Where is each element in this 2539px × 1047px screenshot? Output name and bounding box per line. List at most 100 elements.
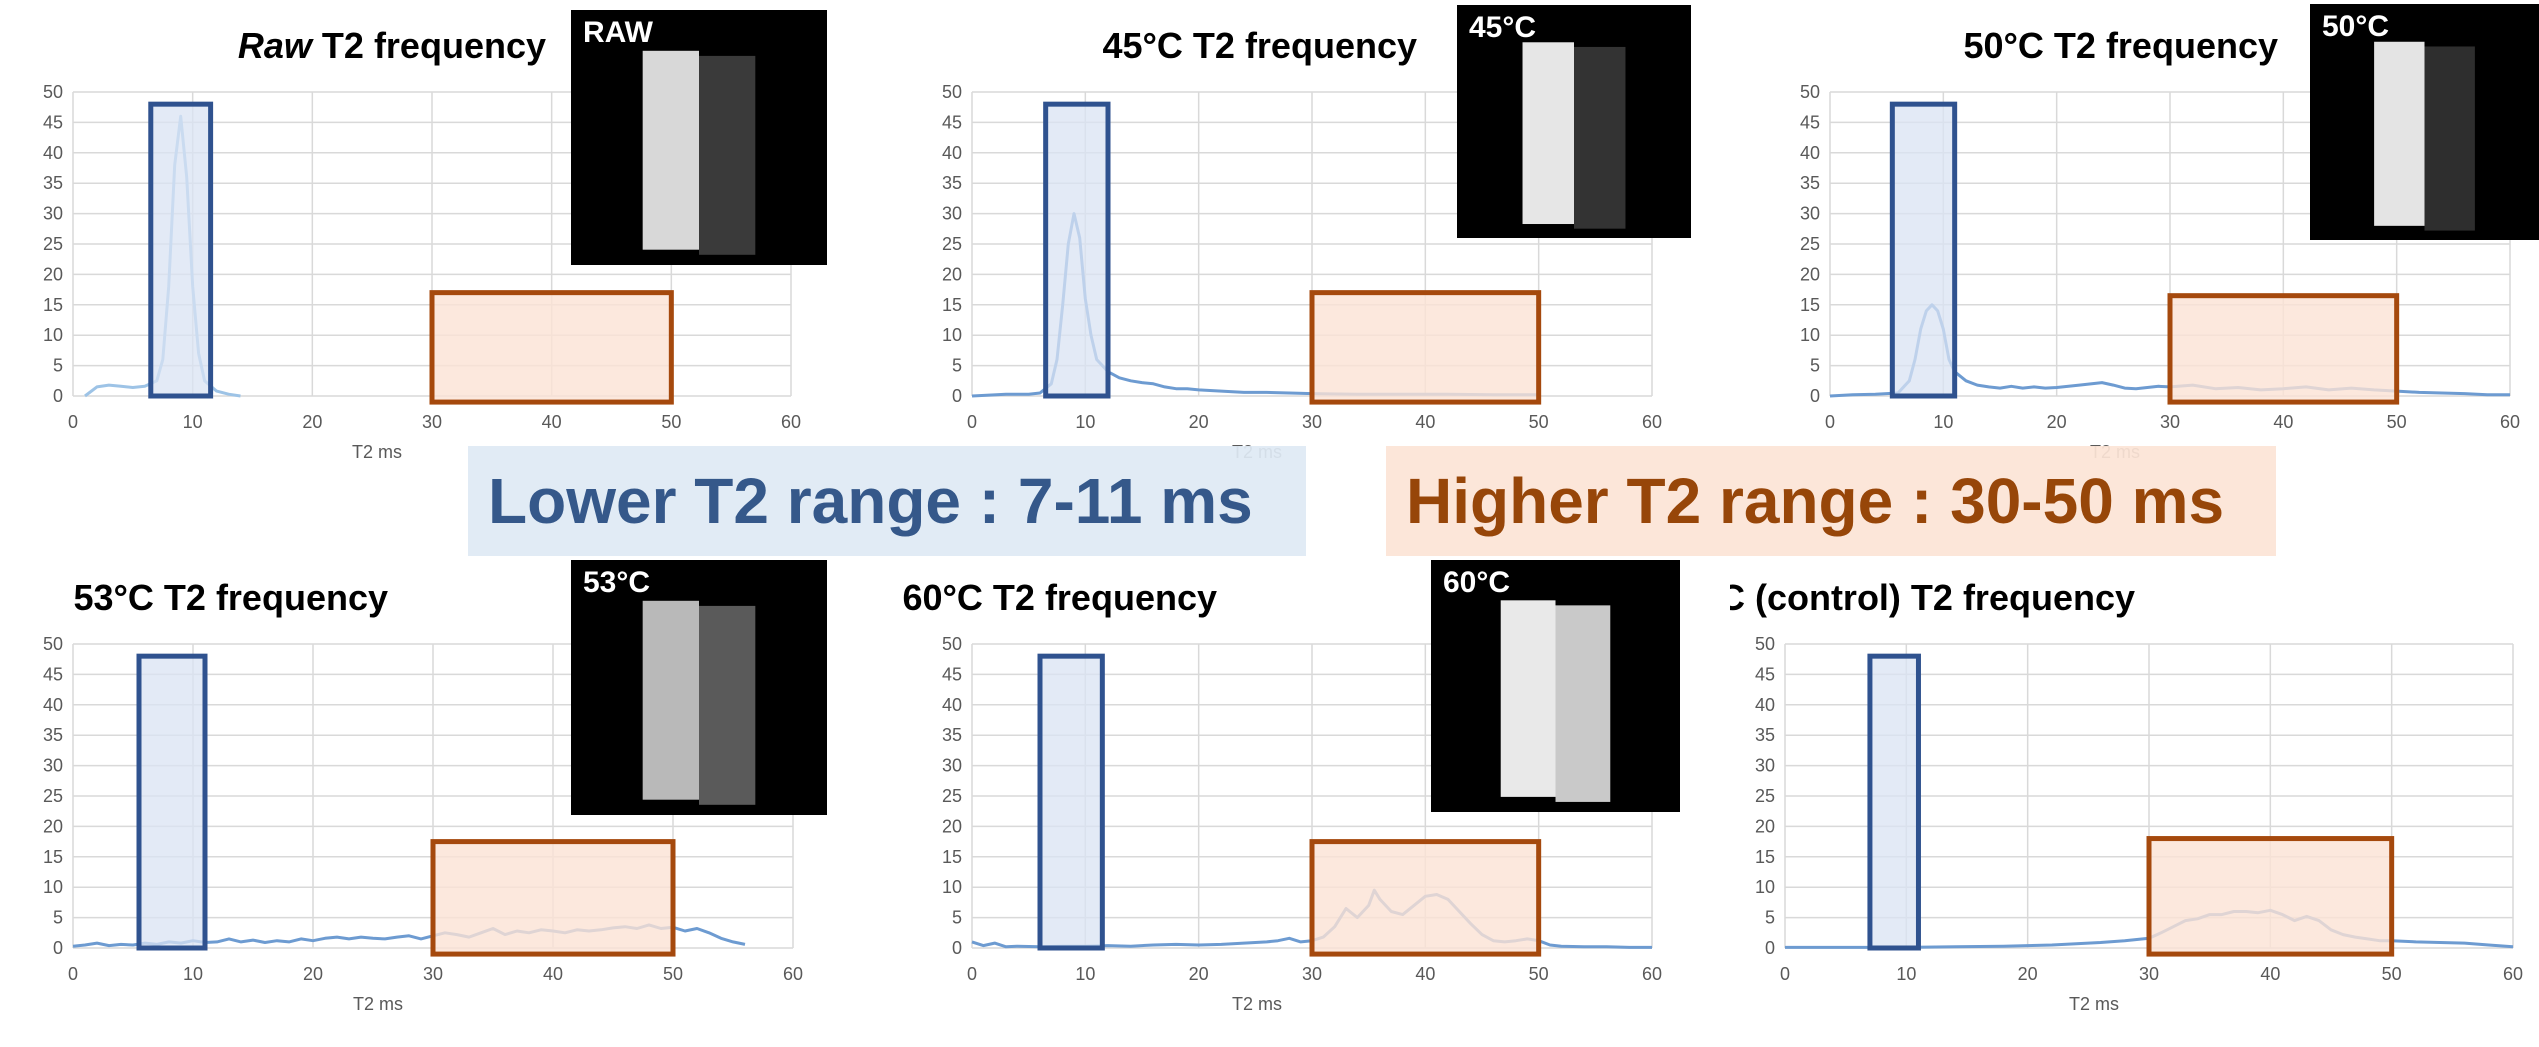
y-tick-label: 50: [942, 82, 962, 102]
y-tick-label: 40: [942, 695, 962, 715]
y-tick-label: 20: [43, 816, 63, 836]
x-tick-label: 20: [2047, 412, 2067, 432]
x-tick-label: 20: [1189, 964, 1209, 984]
mri-tissue-picture: [642, 600, 756, 805]
chart-title: 70°C (control) T2 frequency: [1730, 577, 2135, 618]
x-tick-label: 30: [423, 964, 443, 984]
lower-range-label: Lower T2 range : 7-11 ms: [488, 465, 1253, 537]
x-tick-label: 20: [2018, 964, 2038, 984]
lower-range-banner: Lower T2 range : 7-11 ms: [468, 446, 1306, 556]
y-tick-label: 40: [942, 143, 962, 163]
x-axis-label: T2 ms: [352, 442, 402, 462]
y-tick-label: 25: [43, 234, 63, 254]
x-tick-label: 60: [1642, 964, 1662, 984]
y-tick-label: 35: [1800, 173, 1820, 193]
y-tick-label: 50: [1755, 634, 1775, 654]
x-tick-label: 60: [2503, 964, 2523, 984]
x-tick-label: 40: [1415, 412, 1435, 432]
y-tick-label: 15: [43, 847, 63, 867]
x-tick-label: 0: [68, 964, 78, 984]
y-tick-label: 10: [942, 325, 962, 345]
y-tick-label: 50: [1800, 82, 1820, 102]
mri-tissue-picture: [1500, 600, 1611, 802]
chart-panel: 0 5 10 15 20 25 30 35 40 45 50 0 10 20 30 40 50 60 T2 ms 60…: [872, 560, 1680, 1047]
chart-title: 60°C T2 frequency: [902, 577, 1217, 618]
y-tick-label: 40: [1755, 695, 1775, 715]
y-tick-label: 30: [43, 204, 63, 224]
y-tick-label: 30: [942, 204, 962, 224]
y-tick-label: 35: [43, 725, 63, 745]
x-tick-label: 50: [1529, 412, 1549, 432]
x-tick-label: 50: [663, 964, 683, 984]
x-tick-label: 10: [183, 964, 203, 984]
y-tick-label: 10: [1755, 877, 1775, 897]
mri-inset-image: 60°C: [1431, 560, 1680, 812]
y-tick-label: 5: [53, 356, 63, 376]
y-tick-label: 10: [43, 877, 63, 897]
y-tick-label: 25: [942, 786, 962, 806]
y-tick-label: 15: [942, 295, 962, 315]
mri-tissue-picture: [2374, 41, 2475, 231]
y-tick-label: 35: [942, 725, 962, 745]
y-tick-label: 25: [1755, 786, 1775, 806]
y-tick-label: 35: [942, 173, 962, 193]
x-tick-label: 10: [1896, 964, 1916, 984]
chart-panel: 0 5 10 15 20 25 30 35 40 45 50 0 10 20 30 40 50 60 T2 ms Ra…: [8, 8, 827, 498]
x-tick-label: 40: [1415, 964, 1435, 984]
chart-title-text: 70°C (control) T2 frequency: [1730, 577, 2135, 618]
y-tick-label: 0: [53, 386, 63, 406]
y-tick-label: 30: [942, 756, 962, 776]
x-tick-label: 30: [2160, 412, 2180, 432]
x-tick-label: 50: [661, 412, 681, 432]
y-tick-label: 40: [43, 143, 63, 163]
y-tick-label: 10: [1800, 325, 1820, 345]
y-tick-label: 5: [1810, 356, 1820, 376]
higher-range-label: Higher T2 range : 30-50 ms: [1406, 465, 2225, 537]
x-tick-label: 0: [967, 964, 977, 984]
x-tick-label: 0: [1780, 964, 1790, 984]
y-tick-label: 5: [952, 356, 962, 376]
y-tick-label: 40: [43, 695, 63, 715]
x-tick-label: 0: [1825, 412, 1835, 432]
y-tick-label: 45: [942, 112, 962, 132]
chart-title-text: 45°C T2 frequency: [1102, 25, 1417, 66]
x-tick-label: 50: [2387, 412, 2407, 432]
y-tick-label: 35: [1755, 725, 1775, 745]
y-tick-label: 15: [43, 295, 63, 315]
y-tick-label: 50: [43, 634, 63, 654]
chart-title: 45°C T2 frequency: [1102, 25, 1417, 66]
chart-title-text: 53°C T2 frequency: [73, 577, 388, 618]
y-tick-label: 5: [1765, 908, 1775, 928]
y-tick-label: 15: [942, 847, 962, 867]
higher-range-banner: Higher T2 range : 30-50 ms: [1386, 446, 2276, 556]
x-tick-label: 40: [543, 964, 563, 984]
lower-range-box: [136, 653, 208, 951]
y-tick-label: 0: [952, 386, 962, 406]
y-tick-label: 5: [952, 908, 962, 928]
x-axis-label: T2 ms: [2069, 994, 2119, 1014]
y-tick-label: 25: [942, 234, 962, 254]
y-tick-label: 40: [1800, 143, 1820, 163]
x-tick-label: 50: [1529, 964, 1549, 984]
lower-range-box: [1889, 101, 1958, 399]
y-tick-label: 0: [1765, 938, 1775, 958]
chart-svg: 0 5 10 15 20 25 30 35 40 45 50 0 10 20 30 40 50 60 T2 ms 70…: [1730, 577, 2523, 1014]
x-axis-label: T2 ms: [353, 994, 403, 1014]
y-tick-label: 30: [1800, 204, 1820, 224]
chart-svg: 0 5 10 15 20 25 30 35 40 45 50 0 10 20 30 40 50 60 T2 ms 53…: [43, 577, 803, 1014]
y-tick-label: 15: [1755, 847, 1775, 867]
x-tick-label: 40: [2273, 412, 2293, 432]
chart-title-text: 50°C T2 frequency: [1963, 25, 2278, 66]
x-tick-label: 20: [303, 964, 323, 984]
lower-range-box: [1043, 101, 1111, 399]
x-tick-label: 40: [542, 412, 562, 432]
chart-panel: 0 5 10 15 20 25 30 35 40 45 50 0 10 20 30 40 50 60 T2 ms 70…: [1730, 560, 2539, 1047]
x-tick-label: 30: [1302, 412, 1322, 432]
lower-range-box: [1037, 653, 1105, 951]
higher-range-box: [2146, 836, 2395, 957]
y-tick-label: 30: [43, 756, 63, 776]
inset-label: 60°C: [1443, 566, 1511, 599]
y-tick-label: 20: [43, 264, 63, 284]
chart-title: 50°C T2 frequency: [1963, 25, 2278, 66]
